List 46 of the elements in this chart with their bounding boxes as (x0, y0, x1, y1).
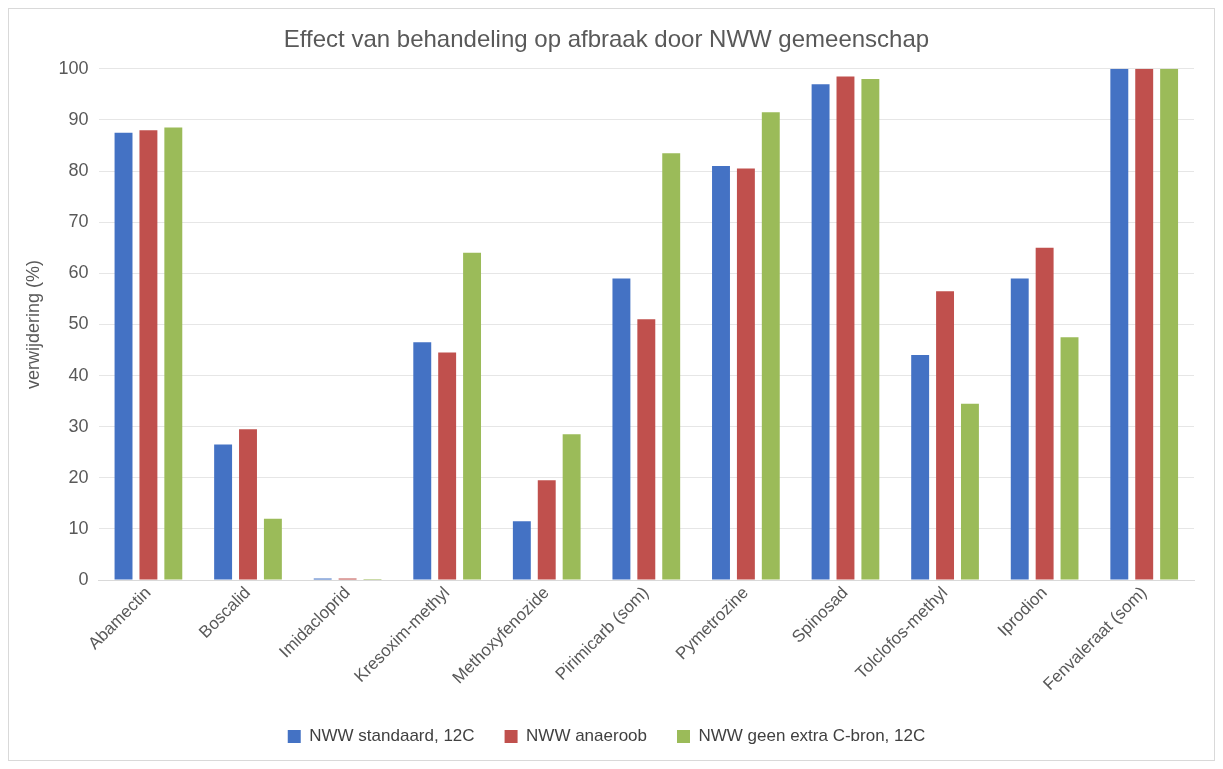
bar (139, 130, 158, 580)
y-tick-label: 70 (68, 211, 89, 232)
bar (114, 132, 133, 580)
bar (512, 521, 531, 580)
bar (861, 79, 880, 580)
chart-title: Effect van behandeling op afbraak door NWW gemeenschap (283, 25, 930, 53)
y-tick-label: 40 (68, 364, 89, 385)
bar (1060, 337, 1079, 580)
y-tick-label: 0 (78, 569, 89, 590)
y-tick-label: 30 (68, 415, 89, 436)
bar (164, 127, 183, 580)
y-tick-label: 60 (68, 262, 89, 283)
bar (463, 252, 482, 580)
bar (761, 112, 780, 580)
bar (263, 518, 282, 580)
bar (662, 153, 681, 580)
bar (214, 444, 233, 580)
bar (637, 319, 656, 580)
bar (1010, 278, 1029, 580)
bar (1135, 68, 1154, 580)
bar (960, 403, 979, 580)
y-tick-label: 10 (68, 517, 89, 538)
legend-label: NWW geen extra C-bron, 12C (698, 726, 926, 746)
bar (239, 429, 257, 580)
y-tick-label: 80 (68, 160, 89, 181)
bar (1110, 68, 1129, 580)
legend-label: NWW standaard, 12C (309, 726, 475, 746)
bar (612, 278, 631, 580)
bar (911, 355, 930, 580)
y-tick-label: 90 (68, 108, 89, 129)
bar (438, 352, 457, 580)
y-axis-title: verwijdering (%) (22, 259, 43, 389)
bar (836, 76, 855, 580)
y-tick-label: 100 (58, 57, 89, 78)
bar (712, 165, 730, 580)
bar (413, 342, 432, 580)
bar (562, 434, 581, 580)
y-tick-label: 20 (68, 466, 89, 487)
bar (736, 168, 755, 580)
bar (1160, 68, 1179, 580)
bar (537, 480, 556, 580)
bar (936, 291, 955, 580)
y-tick-label: 50 (68, 313, 89, 334)
bar (811, 84, 830, 580)
bar (1035, 247, 1054, 580)
legend-label: NWW anaeroob (526, 726, 648, 746)
